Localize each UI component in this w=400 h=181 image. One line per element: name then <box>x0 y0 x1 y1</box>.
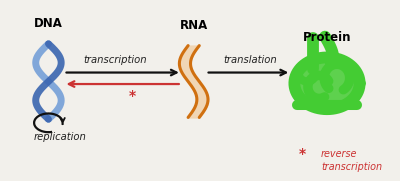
Text: RNA: RNA <box>180 19 208 32</box>
Text: reverse: reverse <box>321 150 358 159</box>
Text: *: * <box>128 89 136 102</box>
Text: translation: translation <box>224 55 277 65</box>
Ellipse shape <box>294 57 360 109</box>
Text: transcription: transcription <box>321 162 382 172</box>
Text: Protein: Protein <box>303 31 351 44</box>
Text: replication: replication <box>33 132 86 142</box>
Text: transcription: transcription <box>83 55 147 65</box>
Text: *: * <box>299 148 306 161</box>
Text: DNA: DNA <box>34 17 63 30</box>
